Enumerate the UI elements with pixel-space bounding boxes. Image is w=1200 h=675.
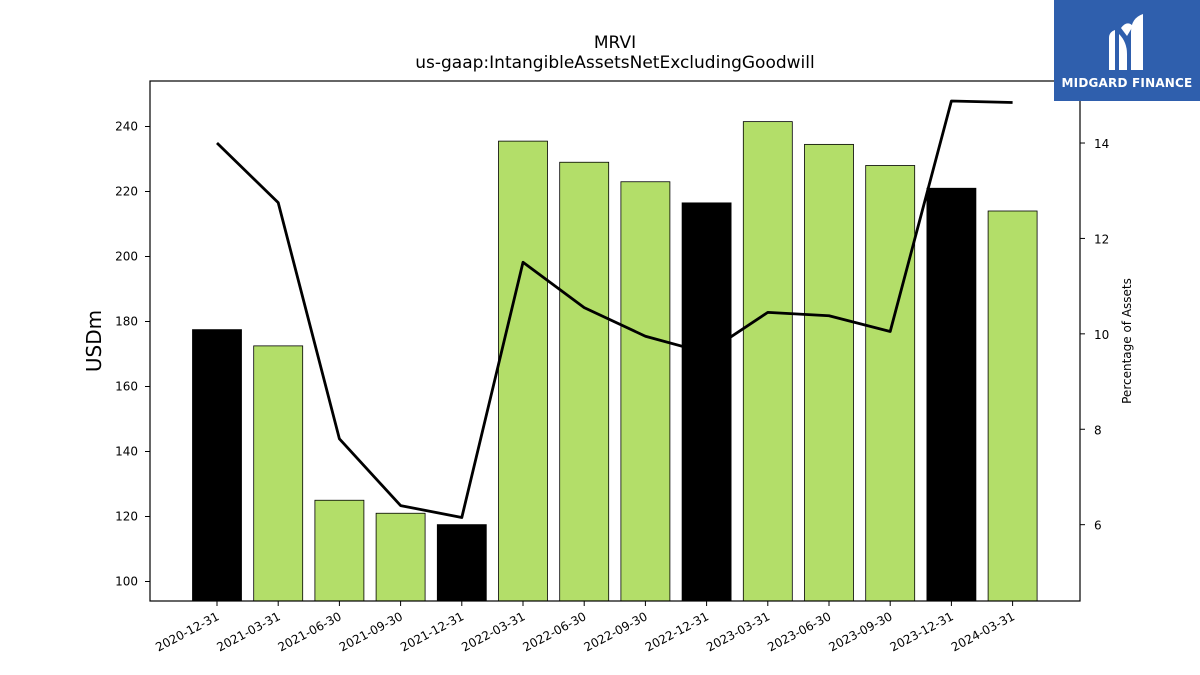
- y-tick-label: 100: [115, 575, 138, 589]
- bar: [865, 165, 916, 602]
- y2-tick-label: 14: [1094, 137, 1109, 151]
- x-tick-label: 2020-12-31: [153, 609, 221, 654]
- x-tick-label: 2021-09-30: [337, 609, 405, 654]
- bar: [314, 499, 365, 602]
- series-line: [216, 99, 1013, 519]
- y-axis-label: USDm: [82, 310, 106, 372]
- midgard-finance-logo: MIDGARD FINANCE: [1054, 0, 1200, 101]
- bar: [559, 161, 610, 602]
- y2-tick-label: 12: [1094, 232, 1109, 246]
- x-tick-label: 2021-12-31: [398, 609, 466, 654]
- bar: [498, 140, 548, 602]
- x-tick-label: 2023-06-30: [765, 609, 833, 654]
- x-axis: 2020-12-312021-03-312021-06-302021-09-30…: [153, 601, 1017, 654]
- chart-title: MRVI: [594, 33, 636, 53]
- x-tick-label: 2022-09-30: [582, 609, 650, 654]
- bar: [620, 181, 671, 602]
- y-tick-label: 180: [115, 315, 138, 329]
- bar: [804, 143, 854, 602]
- y-tick-label: 160: [115, 380, 138, 394]
- y2-tick-label: 8: [1094, 423, 1102, 437]
- x-tick-label: 2024-03-31: [949, 609, 1017, 654]
- y-tick-label: 240: [115, 120, 138, 134]
- y-tick-label: 120: [115, 510, 138, 524]
- logo-mark-icon: [1109, 13, 1143, 70]
- bar: [742, 121, 793, 602]
- plot-frame: [149, 80, 1081, 602]
- right-y-axis: 6 8 10 12 14: [1080, 137, 1109, 533]
- y-tick-label: 200: [115, 250, 138, 264]
- y-tick-label: 220: [115, 185, 138, 199]
- left-y-axis: 100 120 140 160 180 200 220 240: [115, 120, 150, 589]
- x-tick-label: 2023-09-30: [826, 609, 894, 654]
- chart-subtitle: us-gaap:IntangibleAssetsNetExcludingGood…: [415, 53, 814, 73]
- y2-tick-label: 6: [1094, 519, 1102, 533]
- bar: [253, 345, 304, 602]
- bar: [926, 187, 977, 602]
- logo-text: MIDGARD FINANCE: [1061, 75, 1193, 90]
- bar: [987, 210, 1038, 602]
- x-tick-label: 2023-03-31: [704, 609, 772, 654]
- x-tick-label: 2022-12-31: [643, 609, 711, 654]
- y2-tick-label: 10: [1094, 328, 1109, 342]
- bar: [375, 512, 426, 602]
- bar: [192, 329, 242, 602]
- bar: [681, 202, 732, 602]
- x-tick-label: 2022-03-31: [459, 609, 527, 654]
- x-tick-label: 2022-06-30: [520, 609, 588, 654]
- x-tick-label: 2023-12-31: [888, 609, 956, 654]
- y-tick-label: 140: [115, 445, 138, 459]
- line-group: [216, 99, 1013, 519]
- x-tick-label: 2021-03-31: [214, 609, 282, 654]
- y2-axis-label: Percentage of Assets: [1120, 278, 1134, 404]
- bar: [436, 524, 487, 602]
- bars-group: [192, 121, 1038, 602]
- x-tick-label: 2021-06-30: [276, 609, 344, 654]
